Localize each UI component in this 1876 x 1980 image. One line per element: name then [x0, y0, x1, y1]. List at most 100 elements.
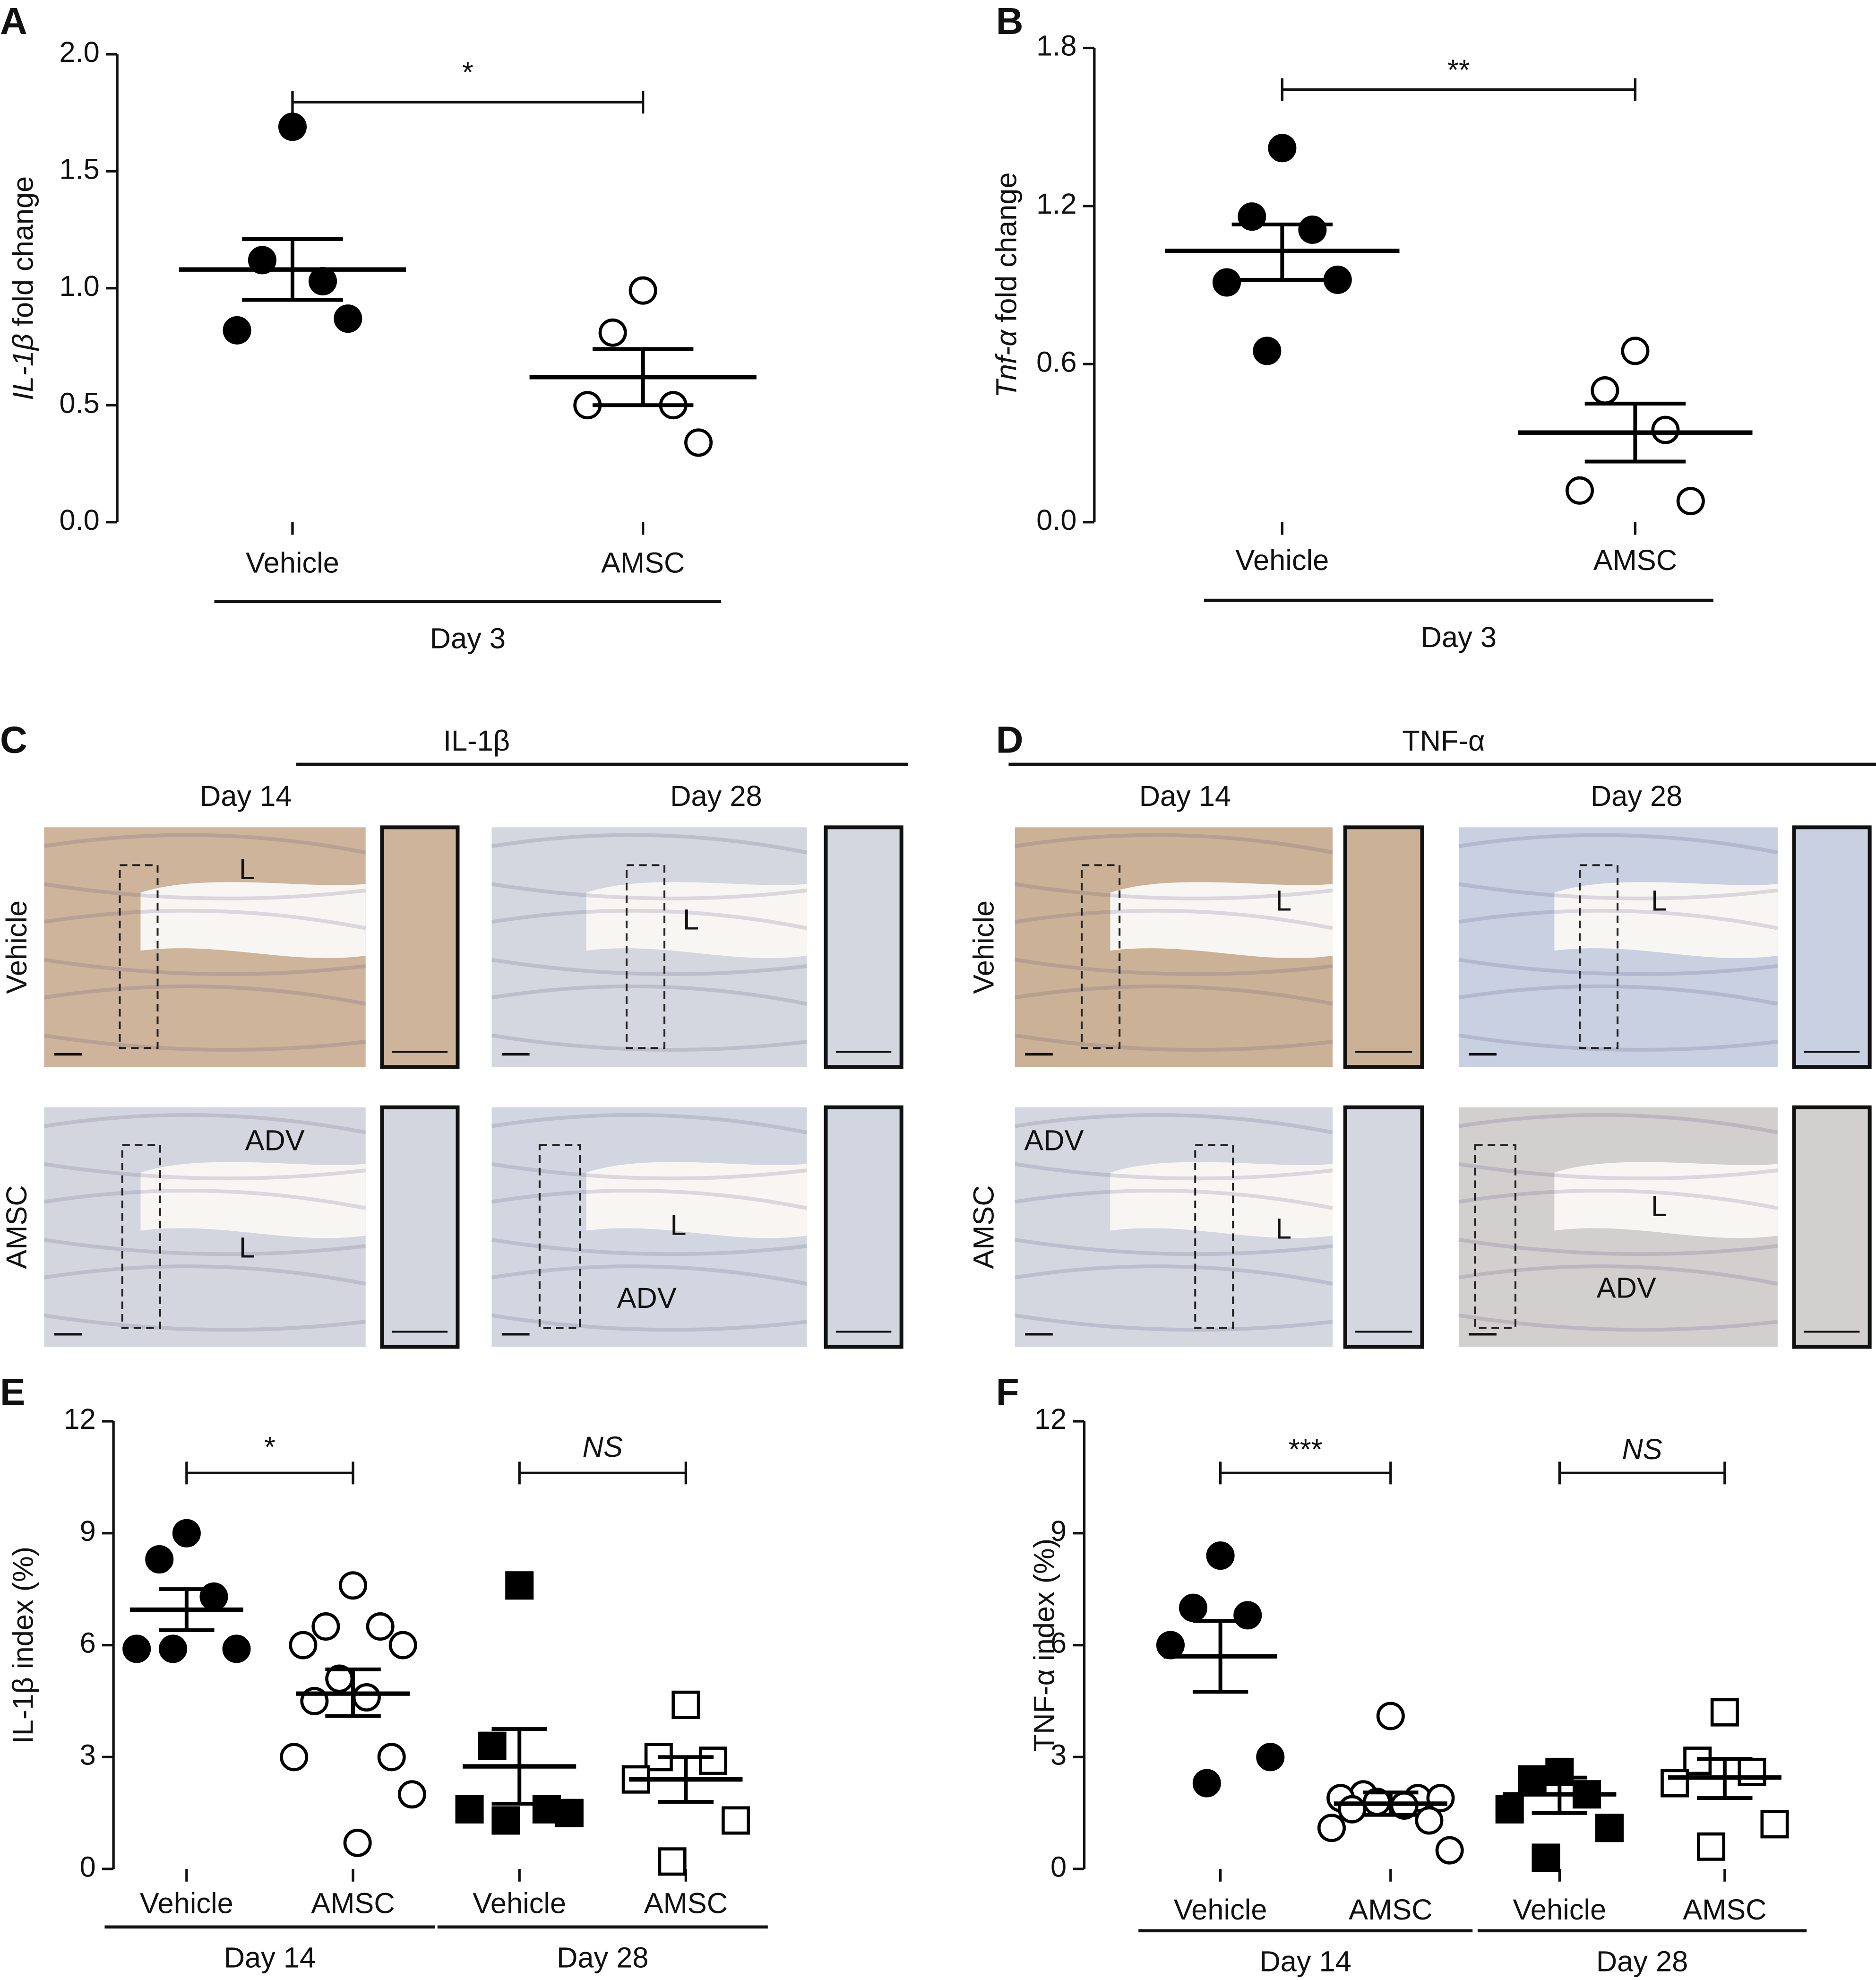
tissue-texture	[491, 1313, 808, 1332]
y-axis-label: IL-1β fold change	[7, 176, 40, 400]
x-tick-label: AMSC	[644, 1887, 728, 1920]
x-tick-label: Vehicle	[140, 1887, 233, 1920]
y-axis-label: Tnf-α fold change	[990, 172, 1023, 398]
point	[1676, 487, 1705, 516]
tissue-texture	[1458, 1113, 1778, 1134]
tissue-texture	[491, 1237, 808, 1256]
row-label: Vehicle	[968, 900, 1000, 994]
point	[1435, 1836, 1464, 1865]
tissue-texture	[43, 882, 366, 900]
column-label: Day 14	[200, 780, 292, 813]
significance-label: *	[264, 1431, 275, 1463]
point	[352, 1683, 381, 1712]
y-tick-label: 9	[1050, 1515, 1067, 1548]
point	[1595, 1814, 1624, 1842]
significance-label: **	[1447, 53, 1470, 86]
point	[658, 1847, 687, 1876]
point	[1495, 1795, 1524, 1824]
region-box	[626, 864, 666, 1049]
tissue-texture	[1458, 1264, 1778, 1286]
lumen	[140, 1162, 366, 1238]
lumen	[140, 882, 366, 959]
y-tick-label: 0	[1050, 1850, 1067, 1883]
y-tick-label: 2.0	[59, 36, 99, 69]
lumen	[586, 882, 807, 959]
x-tick-label: AMSC	[311, 1887, 395, 1920]
tissue-texture	[491, 882, 808, 900]
significance-label: ***	[1289, 1433, 1323, 1466]
tissue-texture	[491, 1189, 808, 1210]
point	[1710, 1698, 1739, 1727]
point	[1233, 1601, 1262, 1630]
y-axis-label-gene: IL-1β	[7, 334, 40, 400]
y-tick-label: 1.0	[59, 270, 99, 303]
inset	[380, 1105, 460, 1349]
x-tick-label: AMSC	[1593, 544, 1677, 577]
point	[1192, 1769, 1221, 1798]
region-box	[538, 1144, 581, 1329]
point	[1661, 1769, 1689, 1798]
y-axis-label-text: fold change	[7, 176, 40, 326]
point	[1268, 134, 1297, 163]
point	[1212, 268, 1241, 297]
x-tick-label: AMSC	[601, 547, 685, 579]
panel-letter: A	[0, 0, 27, 42]
lumen	[1110, 882, 1333, 959]
point	[1206, 1541, 1235, 1570]
point	[1532, 1843, 1560, 1872]
significance-label: *	[462, 56, 473, 89]
tissue-texture	[1458, 833, 1778, 855]
row-label: Vehicle	[0, 900, 33, 994]
image-label: ADV	[1024, 1124, 1084, 1157]
lumen	[1554, 882, 1778, 959]
point	[1697, 1832, 1726, 1861]
point	[1651, 415, 1680, 444]
image-label: L	[239, 853, 255, 886]
point	[1298, 216, 1327, 244]
row-label: AMSC	[0, 1185, 33, 1269]
x-tick-label: Vehicle	[1174, 1894, 1267, 1926]
group-label: Day 28	[1596, 1945, 1688, 1978]
point	[145, 1545, 174, 1574]
image-label: L	[670, 1209, 686, 1241]
tissue-texture	[491, 1033, 808, 1052]
x-tick-label: Vehicle	[473, 1887, 566, 1920]
tissue-texture	[43, 1162, 366, 1181]
tissue-texture	[43, 1313, 366, 1332]
tissue-texture	[1015, 882, 1333, 900]
y-tick-label: 12	[1034, 1403, 1067, 1435]
point	[1621, 337, 1650, 365]
y-tick-label: 9	[80, 1515, 96, 1548]
tissue-texture	[1458, 908, 1778, 930]
panel-letter: D	[996, 719, 1024, 761]
tissue-texture	[1458, 1313, 1778, 1332]
point	[172, 1519, 201, 1548]
column-label: Day 14	[1139, 780, 1231, 813]
x-tick-label: Vehicle	[1235, 544, 1329, 577]
y-tick-label: 0.0	[1036, 504, 1076, 536]
image-label: ADV	[245, 1124, 305, 1157]
point	[222, 1634, 251, 1663]
tissue-texture	[1015, 833, 1333, 855]
tissue-texture	[43, 1237, 366, 1256]
point	[159, 1634, 188, 1663]
point	[1760, 1810, 1789, 1839]
point	[628, 276, 657, 305]
point	[377, 1743, 406, 1772]
tissue-texture	[43, 908, 366, 930]
point	[598, 318, 627, 347]
point	[455, 1795, 484, 1824]
group-label: Day 3	[430, 623, 506, 655]
image-label: L	[683, 904, 699, 936]
tissue-texture	[1015, 984, 1333, 1006]
y-tick-label: 3	[1050, 1739, 1067, 1772]
image-label: L	[239, 1231, 255, 1264]
point	[278, 112, 307, 141]
region-box	[121, 1144, 161, 1329]
tissue-texture	[1458, 882, 1778, 900]
tissue-texture	[1015, 1237, 1333, 1256]
image-label: ADV	[1597, 1272, 1656, 1305]
point	[1317, 1814, 1346, 1842]
point	[722, 1806, 750, 1835]
point	[289, 1631, 318, 1660]
